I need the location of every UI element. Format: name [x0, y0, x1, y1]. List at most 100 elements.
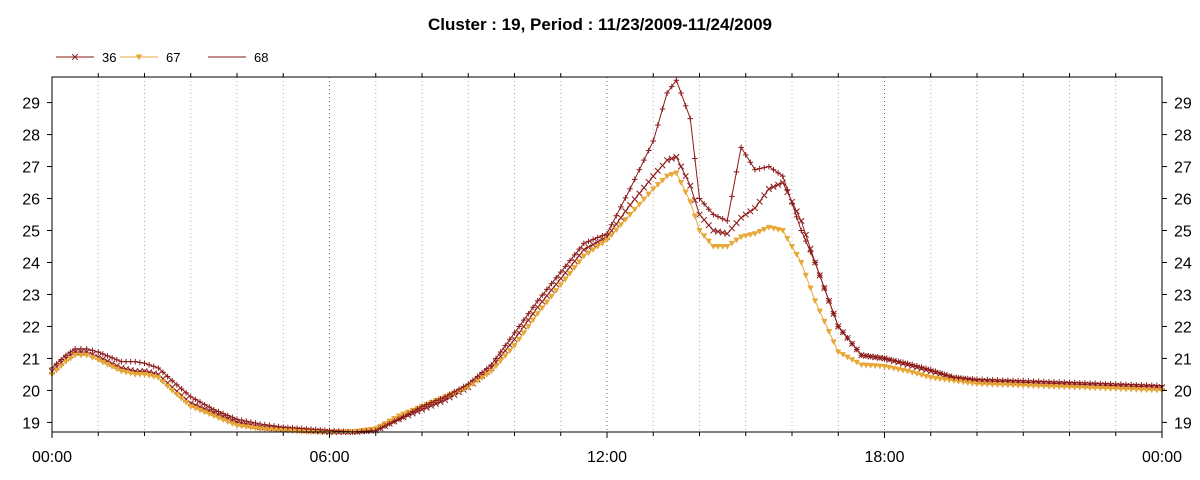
- data-point-68: [386, 420, 393, 427]
- data-point-36: [626, 201, 634, 209]
- data-point-68: [738, 144, 744, 151]
- y-right-tick-label: 23: [1174, 287, 1192, 304]
- data-point-68: [867, 353, 874, 360]
- data-point-67: [922, 373, 930, 380]
- data-point-67: [918, 372, 925, 379]
- data-point-68: [113, 356, 120, 363]
- data-point-36: [594, 238, 601, 246]
- data-point-67: [95, 357, 102, 364]
- data-point-67: [159, 379, 167, 386]
- data-point-68: [932, 368, 939, 375]
- data-point-68: [382, 423, 388, 429]
- data-point-68: [733, 169, 740, 175]
- data-point-68: [664, 90, 670, 96]
- data-point-67: [784, 236, 791, 242]
- data-point-68: [1148, 382, 1155, 389]
- data-point-36: [613, 220, 620, 228]
- data-point-68: [187, 394, 194, 400]
- data-point-67: [89, 355, 96, 361]
- data-point-67: [99, 359, 107, 366]
- data-point-68: [243, 418, 250, 424]
- data-point-67: [62, 359, 70, 365]
- data-point-68: [160, 369, 166, 376]
- data-point-68: [252, 420, 259, 426]
- data-point-68: [941, 371, 948, 378]
- data-point-68: [562, 263, 569, 270]
- data-point-68: [835, 323, 842, 330]
- chart-legend: 36 67 68: [56, 50, 268, 65]
- data-point-68: [234, 416, 240, 423]
- data-point-67: [552, 288, 560, 294]
- data-point-68: [215, 408, 222, 415]
- data-point-67: [71, 352, 79, 359]
- data-point-67: [506, 348, 514, 355]
- data-point-68: [557, 269, 564, 275]
- data-point-68: [164, 373, 171, 380]
- data-point-36: [673, 153, 680, 161]
- data-point-68: [937, 370, 943, 376]
- data-point-67: [682, 189, 689, 196]
- data-point-68: [798, 227, 805, 234]
- data-point-36: [539, 298, 546, 305]
- data-point-67: [122, 369, 130, 376]
- data-point-67: [765, 224, 773, 231]
- data-point-67: [196, 407, 204, 414]
- data-point-68: [405, 411, 411, 417]
- data-point-67: [104, 362, 111, 368]
- data-point-67: [821, 318, 828, 325]
- data-point-67: [113, 366, 120, 373]
- data-point-68: [659, 106, 666, 112]
- data-point-67: [751, 231, 759, 238]
- data-point-67: [719, 244, 726, 250]
- y-right-tick-label: 20: [1174, 383, 1192, 400]
- data-point-67: [215, 415, 222, 422]
- data-point-67: [885, 364, 893, 371]
- data-point-67: [788, 244, 796, 250]
- y-tick-label: 24: [22, 255, 40, 272]
- data-point-68: [141, 360, 148, 367]
- data-point-67: [756, 229, 763, 235]
- data-point-67: [562, 276, 569, 283]
- data-point-67: [733, 237, 740, 244]
- data-point-67: [936, 376, 944, 383]
- data-point-36: [719, 229, 726, 236]
- data-point-67: [941, 377, 948, 383]
- data-point-68: [613, 213, 620, 219]
- data-point-67: [224, 419, 231, 426]
- data-point-68: [641, 157, 647, 163]
- data-point-68: [507, 336, 513, 343]
- data-point-67: [67, 355, 74, 362]
- data-point-67: [645, 191, 652, 198]
- data-point-67: [876, 363, 884, 370]
- data-point-67: [192, 405, 199, 412]
- data-point-67: [862, 362, 870, 369]
- data-point-68: [520, 317, 527, 323]
- data-point-67: [687, 199, 694, 206]
- series-36: [48, 153, 1166, 436]
- data-point-67: [613, 227, 620, 234]
- y-right-tick-label: 22: [1174, 319, 1192, 336]
- data-point-67: [770, 225, 777, 232]
- data-point-67: [238, 423, 245, 430]
- data-point-68: [451, 388, 458, 395]
- data-point-67: [557, 282, 564, 289]
- data-point-68: [211, 406, 217, 413]
- data-point-68: [784, 186, 791, 193]
- data-point-67: [585, 250, 592, 257]
- data-point-68: [585, 238, 592, 245]
- data-point-68: [1046, 378, 1052, 385]
- data-point-68: [599, 232, 606, 239]
- data-point-67: [761, 226, 768, 233]
- data-point-68: [1035, 378, 1042, 385]
- data-point-67: [640, 196, 648, 203]
- data-point-67: [728, 240, 736, 247]
- data-point-67: [904, 368, 911, 375]
- data-point-68: [789, 200, 795, 207]
- data-point-67: [853, 359, 860, 366]
- data-point-68: [636, 166, 643, 173]
- data-point-67: [673, 170, 680, 177]
- data-point-68: [58, 356, 65, 363]
- data-point-67: [636, 201, 643, 208]
- data-point-68: [710, 211, 717, 218]
- y-right-tick-label: 25: [1174, 224, 1192, 241]
